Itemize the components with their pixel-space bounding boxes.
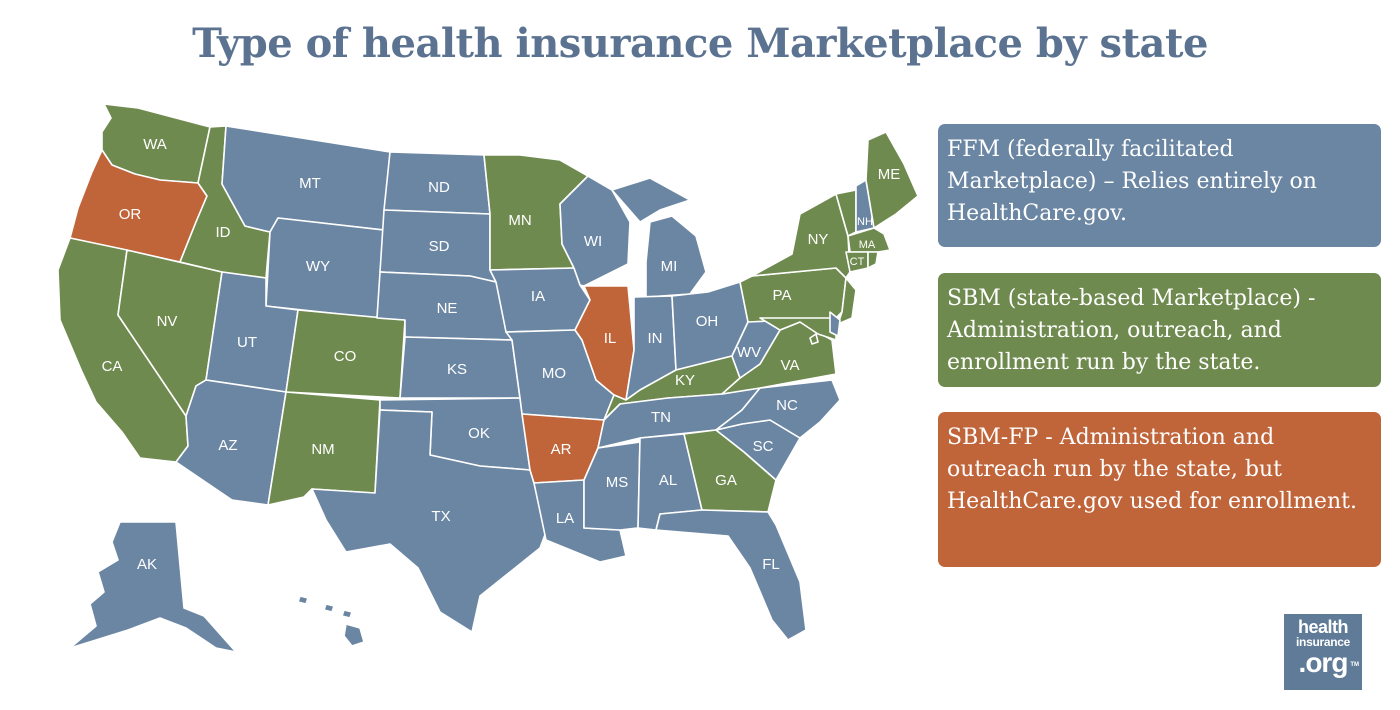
state-label-IL: IL bbox=[604, 330, 617, 347]
state-label-OH: OH bbox=[696, 313, 719, 330]
logo-line-2: insurance bbox=[1296, 635, 1350, 649]
state-TX[interactable] bbox=[311, 409, 547, 633]
state-label-NH: NH bbox=[857, 216, 873, 228]
state-AK[interactable] bbox=[69, 521, 237, 653]
state-label-NM: NM bbox=[311, 441, 334, 458]
state-label-WA: WA bbox=[143, 136, 167, 153]
state-label-AK: AK bbox=[137, 556, 157, 573]
logo-trademark: TM bbox=[1350, 662, 1359, 668]
state-label-IA: IA bbox=[531, 288, 545, 305]
state-ME[interactable] bbox=[865, 131, 919, 229]
state-label-NE: NE bbox=[437, 300, 458, 317]
state-label-WY: WY bbox=[306, 258, 330, 275]
state-label-NV: NV bbox=[157, 313, 178, 330]
state-NY[interactable] bbox=[751, 193, 851, 279]
legend-sbmfp: SBM-FP - Administration and outreach run… bbox=[938, 412, 1381, 567]
state-label-NC: NC bbox=[776, 397, 798, 414]
state-IL[interactable] bbox=[574, 285, 635, 401]
state-label-FL: FL bbox=[762, 556, 780, 573]
state-label-SD: SD bbox=[429, 238, 450, 255]
state-label-GA: GA bbox=[715, 472, 737, 489]
legend-ffm: FFM (federally facilitated Marketplace) … bbox=[938, 124, 1381, 247]
state-NJ[interactable] bbox=[837, 277, 857, 325]
state-label-WI: WI bbox=[584, 233, 602, 250]
legend-ffm-text: FFM (federally facilitated Marketplace) … bbox=[947, 137, 1317, 226]
state-label-MA: MA bbox=[859, 239, 876, 251]
state-label-MN: MN bbox=[508, 212, 531, 229]
logo-line-1: health bbox=[1297, 617, 1349, 637]
state-label-VA: VA bbox=[781, 357, 800, 374]
state-label-KS: KS bbox=[447, 361, 467, 378]
us-map: WA OR CA NV ID MT WY UT AZ CO NM ND SD NE KS OK TX MN IA MO… bbox=[57, 103, 919, 653]
state-label-SC: SC bbox=[753, 438, 774, 455]
state-WI[interactable] bbox=[559, 175, 631, 287]
state-label-MO: MO bbox=[542, 365, 566, 382]
healthinsurance-org-logo: health insurance .org TM bbox=[1284, 614, 1362, 690]
state-label-WV: WV bbox=[737, 344, 761, 361]
state-label-MI: MI bbox=[661, 258, 678, 275]
state-label-UT: UT bbox=[237, 334, 257, 351]
logo-line-3: .org bbox=[1298, 647, 1349, 678]
state-label-LA: LA bbox=[556, 510, 574, 527]
state-NC[interactable] bbox=[715, 379, 841, 439]
state-label-AL: AL bbox=[659, 472, 677, 489]
state-label-ND: ND bbox=[428, 179, 450, 196]
state-DC[interactable] bbox=[809, 333, 819, 345]
state-label-ME: ME bbox=[878, 166, 901, 183]
state-label-OR: OR bbox=[119, 206, 142, 223]
state-label-TN: TN bbox=[651, 409, 671, 426]
legend-sbmfp-text: SBM-FP - Administration and outreach run… bbox=[947, 425, 1357, 514]
state-label-OK: OK bbox=[468, 425, 490, 442]
legend-sbm-text: SBM (state-based Marketplace) - Administ… bbox=[947, 286, 1316, 375]
state-label-CA: CA bbox=[102, 358, 123, 375]
state-label-KY: KY bbox=[675, 372, 695, 389]
state-RI[interactable] bbox=[867, 251, 879, 269]
state-MI[interactable] bbox=[611, 177, 707, 298]
state-FL[interactable] bbox=[655, 509, 807, 641]
state-label-PA: PA bbox=[773, 287, 792, 304]
state-label-AZ: AZ bbox=[218, 437, 237, 454]
state-label-AR: AR bbox=[551, 441, 572, 458]
page-title: Type of health insurance Marketplace by … bbox=[192, 20, 1208, 67]
state-labels: WA OR CA NV ID MT WY UT AZ CO NM ND SD NE KS OK TX MN IA MO… bbox=[102, 136, 901, 573]
state-label-MT: MT bbox=[299, 175, 321, 192]
state-label-CO: CO bbox=[334, 348, 357, 365]
state-label-ID: ID bbox=[216, 224, 231, 241]
state-HI[interactable] bbox=[297, 595, 365, 647]
state-label-MS: MS bbox=[606, 474, 629, 491]
state-label-NY: NY bbox=[808, 231, 829, 248]
legend-sbm: SBM (state-based Marketplace) - Administ… bbox=[938, 273, 1381, 387]
state-label-CT: CT bbox=[850, 256, 865, 268]
state-label-IN: IN bbox=[648, 330, 663, 347]
state-label-TX: TX bbox=[431, 508, 450, 525]
state-DE[interactable] bbox=[829, 311, 841, 337]
